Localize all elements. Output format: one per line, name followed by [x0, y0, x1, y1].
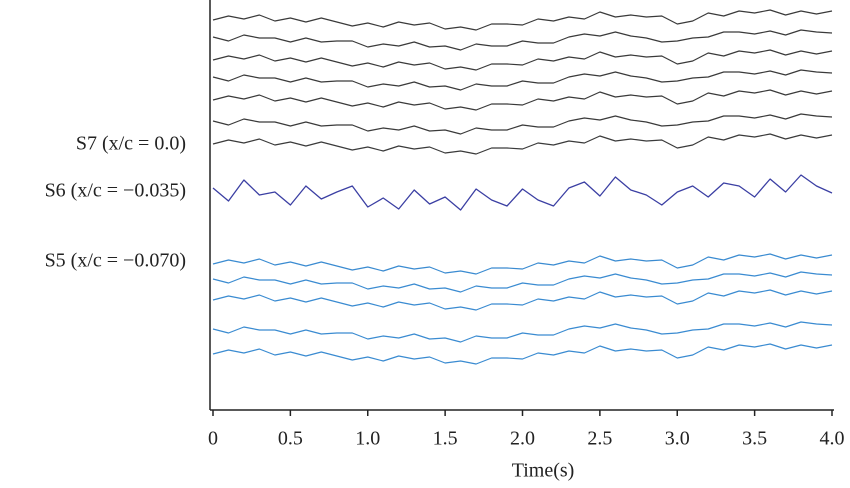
x-tick-label: 2.0	[510, 428, 535, 450]
signal-line	[212, 174, 833, 211]
signal-line	[212, 253, 833, 275]
x-axis-title: Time(s)	[512, 460, 575, 482]
signal-line	[212, 321, 833, 343]
group-label: S7 (x/c = 0.0)	[76, 133, 186, 155]
signal-line	[212, 133, 833, 155]
x-tick-label: 4.0	[820, 428, 845, 450]
signal-line	[212, 89, 833, 111]
x-tick-label: 2.5	[587, 428, 612, 450]
x-tick-label: 1.0	[355, 428, 380, 450]
signal-line	[212, 289, 833, 311]
x-tick-label: 1.5	[433, 428, 458, 450]
group-label: S6 (x/c = −0.035)	[45, 180, 186, 202]
x-tick-label: 3.5	[742, 428, 767, 450]
signal-line	[212, 113, 833, 135]
signal-line	[212, 29, 833, 51]
x-tick-label: 0	[208, 428, 218, 450]
x-tick-label: 0.5	[278, 428, 303, 450]
signal-line	[212, 69, 833, 91]
signal-line	[212, 343, 833, 365]
signal-line	[212, 9, 833, 31]
x-tick-label: 3.0	[665, 428, 690, 450]
group-label: S5 (x/c = −0.070)	[45, 250, 186, 272]
signal-line	[212, 49, 833, 71]
signal-line	[212, 271, 833, 293]
